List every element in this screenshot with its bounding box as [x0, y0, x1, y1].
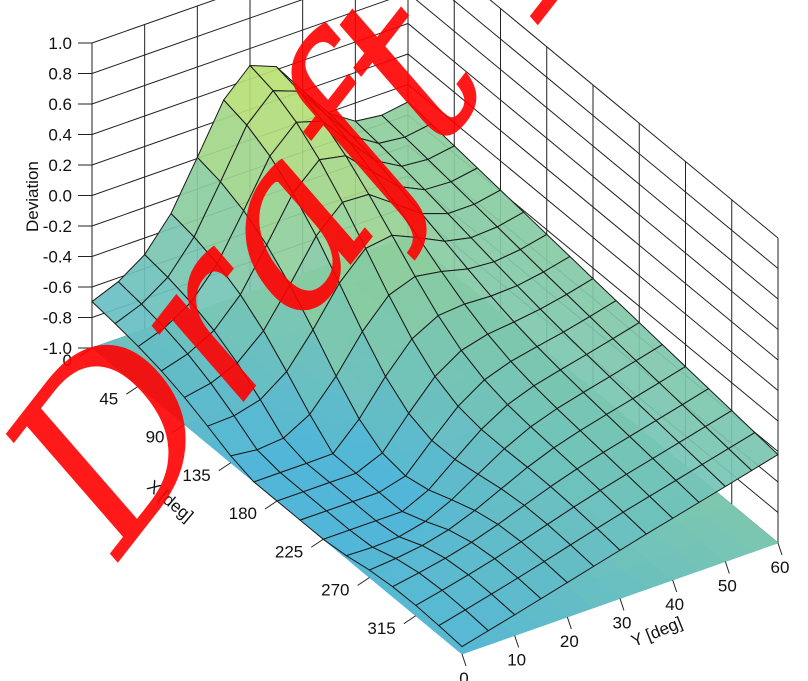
x-tick	[125, 385, 139, 395]
x-tick	[403, 615, 417, 625]
x-tick	[172, 424, 185, 433]
x-tick-label: 180	[229, 504, 257, 523]
x-tick-label: 270	[321, 581, 349, 600]
y-tick	[777, 542, 783, 556]
y-axis-label: Y [deg]	[628, 613, 685, 651]
y-tick-label: 20	[560, 632, 579, 651]
x-tick-label: 315	[367, 619, 395, 638]
surface-cell	[438, 609, 490, 648]
z-tick-label: -0.2	[43, 217, 72, 236]
y-tick	[619, 598, 625, 611]
x-tick	[310, 538, 324, 548]
y-axis-ticks: 0 10 20 30 40 50 60	[459, 542, 790, 681]
y-tick	[461, 653, 467, 667]
y-tick	[566, 616, 572, 630]
x-tick-label: 135	[182, 466, 210, 485]
y-tick	[724, 561, 730, 574]
z-tick-label: 1.0	[48, 34, 72, 53]
y-tick-label: 50	[718, 577, 737, 596]
z-tick-label: 0.6	[48, 95, 72, 114]
x-tick-label: 225	[275, 542, 303, 561]
x-axis-ticks: 0 45 90 135 180 225 270 315	[63, 347, 417, 638]
y-tick-label: 0	[459, 669, 468, 681]
x-tick-label: 45	[99, 389, 118, 408]
z-tick-label: -0.4	[43, 248, 72, 267]
x-tick-label: 90	[146, 428, 165, 447]
x-tick	[357, 577, 370, 586]
z-tick-label: 0.2	[48, 156, 72, 175]
z-tick-label: 0.0	[48, 187, 72, 206]
y-tick-label: 10	[507, 651, 526, 670]
z-axis-ticks: 1.0 0.8 0.6 0.4 0.2 0.0 -0.2 -0.4 -0.6 -0.8 -1.0	[43, 34, 92, 358]
z-tick-label: -0.8	[43, 309, 72, 328]
x-tick	[218, 462, 232, 472]
y-tick-label: 60	[771, 558, 790, 577]
x-tick	[264, 500, 278, 510]
x-tick-label: 0	[63, 351, 72, 370]
z-axis-label: Deviation	[23, 161, 42, 232]
y-tick-label: 40	[665, 595, 684, 614]
z-tick-label: -0.6	[43, 278, 72, 297]
z-tick-label: -1.0	[43, 339, 72, 358]
z-tick-label: 0.8	[48, 65, 72, 84]
y-tick	[672, 579, 678, 593]
z-tick-label: 0.4	[48, 126, 72, 145]
x-tick	[79, 347, 93, 357]
y-tick-label: 30	[613, 614, 632, 633]
deviation-surface	[91, 64, 779, 648]
y-tick	[514, 635, 520, 648]
